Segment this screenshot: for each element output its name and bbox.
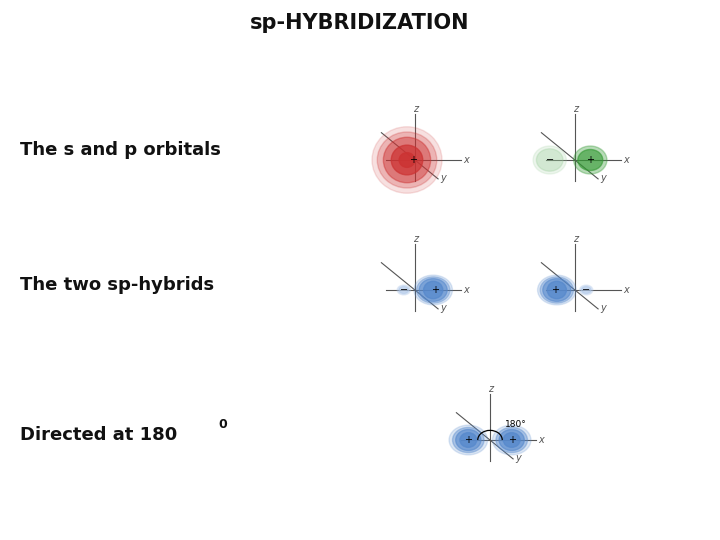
Text: Directed at 180: Directed at 180: [20, 426, 177, 444]
Ellipse shape: [414, 275, 452, 305]
Text: x: x: [463, 285, 469, 295]
Ellipse shape: [492, 425, 531, 455]
Text: x: x: [624, 285, 629, 295]
Text: −: −: [400, 285, 408, 295]
Ellipse shape: [540, 277, 573, 303]
Ellipse shape: [578, 150, 603, 171]
Ellipse shape: [383, 137, 431, 183]
Ellipse shape: [503, 433, 520, 447]
Text: x: x: [539, 435, 544, 445]
Ellipse shape: [543, 279, 571, 301]
Ellipse shape: [423, 281, 443, 299]
Ellipse shape: [533, 146, 567, 174]
Ellipse shape: [399, 287, 409, 294]
Text: z: z: [413, 104, 418, 114]
Text: y: y: [440, 173, 446, 183]
Ellipse shape: [377, 132, 437, 188]
Ellipse shape: [538, 275, 576, 305]
Ellipse shape: [496, 427, 528, 453]
Text: +: +: [586, 155, 594, 165]
Text: z: z: [573, 104, 579, 114]
Ellipse shape: [581, 287, 591, 294]
Ellipse shape: [417, 277, 450, 303]
Text: z: z: [573, 234, 579, 244]
Ellipse shape: [456, 429, 481, 450]
Text: +: +: [551, 285, 559, 295]
Text: x: x: [463, 155, 469, 165]
Ellipse shape: [372, 127, 442, 193]
Text: +: +: [464, 435, 472, 445]
Ellipse shape: [397, 285, 410, 295]
Ellipse shape: [449, 425, 487, 455]
Ellipse shape: [580, 285, 593, 295]
Text: z: z: [413, 234, 418, 244]
Ellipse shape: [574, 146, 607, 174]
Ellipse shape: [499, 429, 524, 450]
Ellipse shape: [399, 153, 415, 167]
Text: y: y: [516, 453, 521, 463]
Text: The s and p orbitals: The s and p orbitals: [20, 141, 221, 159]
Text: +: +: [508, 435, 516, 445]
Text: sp-HYBRIDIZATION: sp-HYBRIDIZATION: [251, 13, 469, 33]
Text: 180°: 180°: [505, 420, 526, 429]
Text: z: z: [488, 384, 494, 394]
Text: y: y: [440, 303, 446, 313]
Ellipse shape: [453, 427, 484, 453]
Text: x: x: [624, 155, 629, 165]
Ellipse shape: [536, 149, 563, 171]
Text: +: +: [431, 285, 439, 295]
Text: The two sp-hybrids: The two sp-hybrids: [20, 276, 214, 294]
Text: +: +: [409, 155, 418, 165]
Text: 0: 0: [218, 418, 227, 431]
Ellipse shape: [419, 279, 447, 301]
Ellipse shape: [391, 145, 423, 175]
Text: −: −: [582, 285, 590, 295]
Ellipse shape: [547, 281, 567, 299]
Text: −: −: [546, 155, 554, 165]
Text: y: y: [600, 303, 606, 313]
Ellipse shape: [460, 433, 477, 447]
Text: y: y: [600, 173, 606, 183]
